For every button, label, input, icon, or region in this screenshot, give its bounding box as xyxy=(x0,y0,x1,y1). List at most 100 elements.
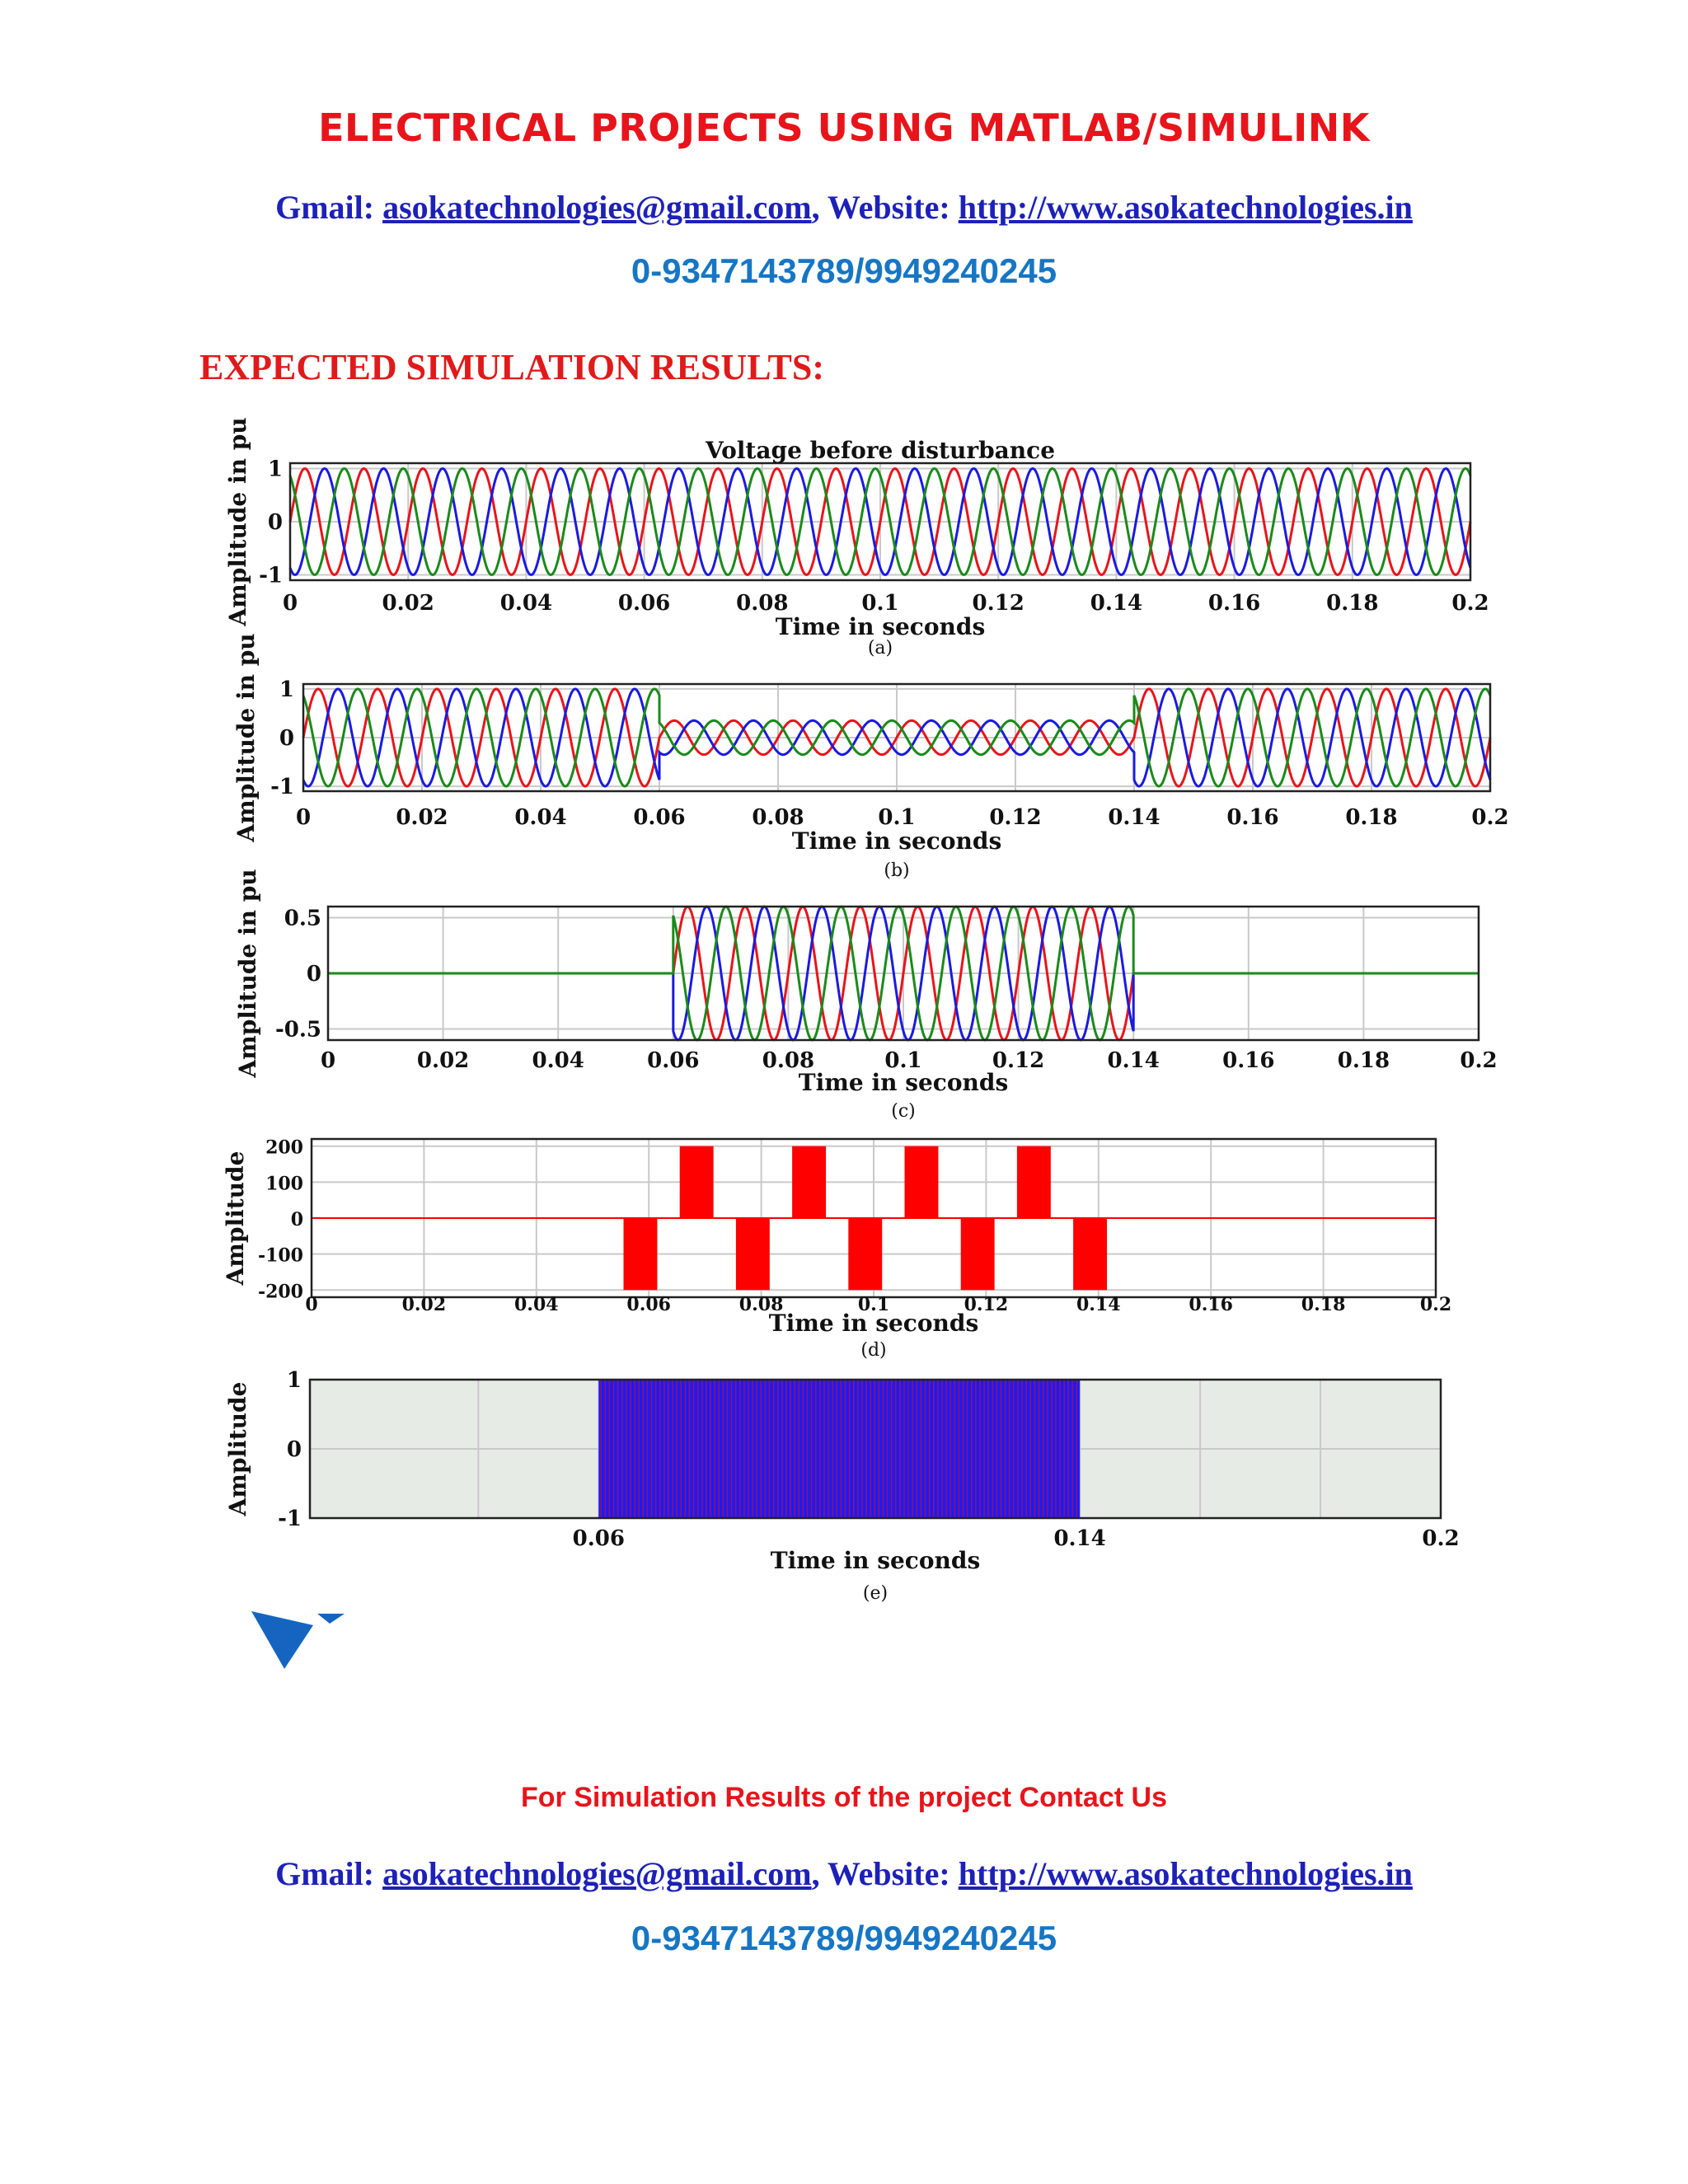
x-tick-label: 0 xyxy=(296,805,311,830)
website-label: Website: xyxy=(827,1855,950,1892)
y-tick-label: 0 xyxy=(268,510,283,535)
x-tick-label: 0.18 xyxy=(1326,591,1378,616)
y-axis-label: Amplitude in pu xyxy=(232,633,260,842)
x-tick-label: 0.2 xyxy=(1460,1048,1497,1073)
plot-frame xyxy=(288,462,1472,582)
series-line-2 xyxy=(288,466,1472,577)
chart-2 xyxy=(326,905,1480,1042)
separator: , xyxy=(811,189,820,226)
footer-phone: 0-9347143789/9949240245 xyxy=(631,1919,1057,1957)
x-tick-label: 0.06 xyxy=(573,1526,625,1551)
footer-contact-line: Gmail: asokatechnologies@gmail.com, Webs… xyxy=(0,1854,1688,1893)
series-line-2 xyxy=(328,905,1479,1042)
y-tick-label: 0.5 xyxy=(284,907,321,931)
y-axis-label: Amplitude xyxy=(224,1382,251,1517)
page-title: ELECTRICAL PROJECTS USING MATLAB/SIMULIN… xyxy=(318,105,1370,150)
x-tick-label: 0.12 xyxy=(973,591,1025,616)
series-line-1 xyxy=(302,687,1492,788)
y-tick-label: 200 xyxy=(265,1137,303,1159)
x-tick-label: 0.18 xyxy=(1301,1294,1346,1315)
x-tick-label: 0 xyxy=(283,591,298,616)
y-tick-label: -1 xyxy=(270,775,294,799)
y-tick-label: 0 xyxy=(307,962,321,987)
x-tick-label: 0.2 xyxy=(1471,805,1508,830)
y-tick-label: -100 xyxy=(258,1245,303,1267)
pulse-bar-1 xyxy=(679,1146,714,1218)
chart-1 xyxy=(302,682,1492,793)
company-logo-icon xyxy=(251,1611,345,1669)
x-tick-label: 0.02 xyxy=(382,591,434,616)
y-axis-label: Amplitude xyxy=(222,1151,249,1286)
x-tick-label: 0.1 xyxy=(878,805,915,830)
x-tick-label: 0.02 xyxy=(396,805,448,830)
pulse-bar-3 xyxy=(792,1146,827,1218)
gmail-label: Gmail: xyxy=(275,1855,375,1892)
figure-caption: (b) xyxy=(884,860,909,881)
x-tick-label: 0.06 xyxy=(618,591,670,616)
x-tick-label: 0.16 xyxy=(1208,591,1260,616)
x-tick-label: 0.14 xyxy=(1076,1294,1121,1315)
x-tick-label: 0.14 xyxy=(1053,1526,1105,1551)
y-tick-label: -1 xyxy=(259,564,283,588)
website-label: Website: xyxy=(827,189,950,226)
x-axis-label: Time in seconds xyxy=(792,827,1001,855)
x-tick-label: 0.14 xyxy=(1108,805,1160,830)
pulse-bar-4 xyxy=(848,1218,883,1291)
y-tick-label: 1 xyxy=(279,677,294,702)
x-tick-label: 0.18 xyxy=(1338,1048,1390,1073)
x-tick-label: 0.2 xyxy=(1420,1294,1451,1315)
x-tick-label: 0 xyxy=(305,1294,317,1315)
website-link[interactable]: http://www.asokatechnologies.in xyxy=(958,1855,1413,1892)
y-tick-label: 0 xyxy=(279,726,294,751)
chart-title: Voltage before disturbance xyxy=(705,437,1055,464)
x-tick-label: 0.06 xyxy=(633,805,685,830)
y-tick-label: 0 xyxy=(287,1437,302,1462)
x-tick-label: 0.04 xyxy=(532,1048,584,1073)
x-tick-label: 0.08 xyxy=(752,805,804,830)
x-tick-label: 0.1 xyxy=(884,1048,921,1073)
x-tick-label: 0 xyxy=(321,1048,335,1073)
y-tick-label: 100 xyxy=(265,1173,303,1194)
pulse-bar-5 xyxy=(904,1146,939,1218)
series-line-2 xyxy=(302,687,1492,788)
plot-frame xyxy=(310,1137,1437,1299)
x-axis-label: Time in seconds xyxy=(799,1069,1008,1096)
plot-frame xyxy=(326,905,1480,1042)
header-contact-line: Gmail: asokatechnologies@gmail.com, Webs… xyxy=(0,188,1688,227)
x-tick-label: 0.08 xyxy=(739,1294,784,1315)
y-tick-label: 0 xyxy=(291,1209,303,1230)
figure-caption: (c) xyxy=(891,1101,916,1122)
x-tick-label: 0.2 xyxy=(1422,1526,1459,1551)
x-axis-label: Time in seconds xyxy=(776,613,985,640)
series-line-1 xyxy=(288,466,1472,577)
pulse-bar-2 xyxy=(735,1218,770,1291)
x-tick-label: 0.18 xyxy=(1345,805,1397,830)
x-tick-label: 0.04 xyxy=(514,1294,559,1315)
pulse-bar-6 xyxy=(960,1218,995,1291)
switching-band xyxy=(598,1380,1081,1518)
series-line-0 xyxy=(302,687,1492,788)
x-tick-label: 0.08 xyxy=(762,1048,814,1073)
figure-caption: (d) xyxy=(860,1340,886,1361)
y-tick-label: -200 xyxy=(258,1281,303,1302)
separator: , xyxy=(811,1855,820,1892)
website-link[interactable]: http://www.asokatechnologies.in xyxy=(958,189,1413,226)
footer-note: For Simulation Results of the project Co… xyxy=(521,1782,1167,1813)
y-tick-label: 1 xyxy=(268,457,283,481)
figure-caption: (a) xyxy=(868,638,893,658)
email-link[interactable]: asokatechnologies@gmail.com xyxy=(382,189,812,226)
x-tick-label: 0.02 xyxy=(402,1294,447,1315)
y-axis-label: Amplitude in pu xyxy=(234,869,261,1078)
header-phone: 0-9347143789/9949240245 xyxy=(631,251,1057,290)
chart-0 xyxy=(288,462,1472,582)
gmail-label: Gmail: xyxy=(275,189,375,226)
pulse-bar-8 xyxy=(1073,1218,1108,1291)
y-tick-label: -1 xyxy=(278,1507,302,1531)
x-tick-label: 0.14 xyxy=(1090,591,1142,616)
x-tick-label: 0.16 xyxy=(1226,805,1278,830)
y-tick-label: 1 xyxy=(287,1368,302,1393)
pulse-bar-7 xyxy=(1016,1146,1051,1218)
x-tick-label: 0.16 xyxy=(1189,1294,1233,1315)
email-link[interactable]: asokatechnologies@gmail.com xyxy=(382,1855,812,1892)
